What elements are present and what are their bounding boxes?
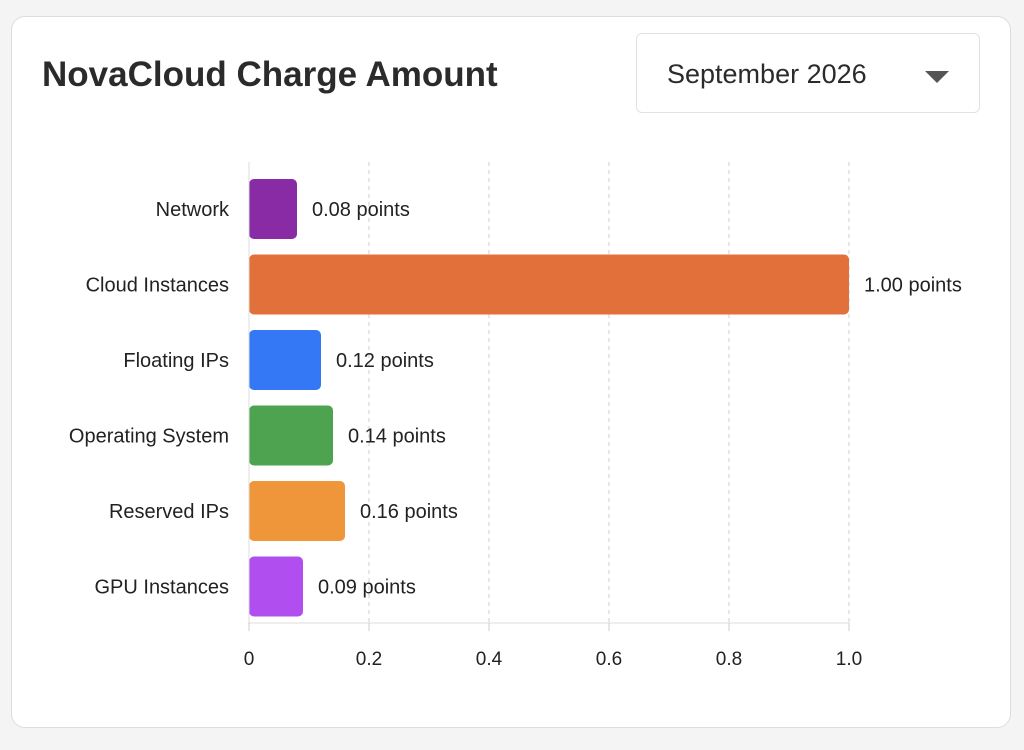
month-select-value: September 2026 (667, 59, 867, 89)
bars: Network 0.08 points Cloud Instances 1.00 po… (69, 179, 962, 617)
x-axis: 0 0.2 0.4 0.6 0.8 1.0 (244, 162, 862, 670)
bar-cloud-instances (249, 254, 849, 315)
bar-gpu-instances (249, 556, 303, 617)
value-label: 0.14 points (348, 426, 446, 448)
x-tick-label: 1.0 (836, 649, 862, 670)
month-select[interactable]: September 2026 (636, 33, 980, 113)
x-tick-label: 0.8 (716, 649, 742, 670)
bar-chart: Network 0.08 points Cloud Instances 1.00 po… (69, 162, 962, 670)
category-label: Network (156, 199, 230, 221)
value-label: 1.00 points (864, 275, 962, 297)
category-label: Reserved IPs (109, 501, 229, 523)
grid-lines (368, 162, 850, 623)
bar-floating-ips (249, 330, 321, 390)
x-tick-label: 0.2 (356, 649, 382, 670)
caret-down-icon (925, 71, 949, 83)
x-tick-label: 0 (244, 649, 255, 670)
value-label: 0.12 points (336, 350, 434, 372)
value-label: 0.09 points (318, 577, 416, 599)
bar-operating-system (249, 405, 333, 466)
category-label: Operating System (69, 426, 229, 448)
category-label: Cloud Instances (86, 275, 229, 297)
bar-reserved-ips (249, 481, 345, 541)
bar-network (249, 179, 297, 239)
chart-title: NovaCloud Charge Amount (42, 55, 498, 94)
value-label: 0.08 points (312, 199, 410, 221)
x-tick-label: 0.6 (596, 649, 622, 670)
x-tick-label: 0.4 (476, 649, 503, 670)
category-label: GPU Instances (94, 577, 229, 599)
value-label: 0.16 points (360, 501, 458, 523)
category-label: Floating IPs (123, 350, 229, 372)
chart-card: NovaCloud Charge Amount September 2026 N… (11, 16, 1011, 728)
